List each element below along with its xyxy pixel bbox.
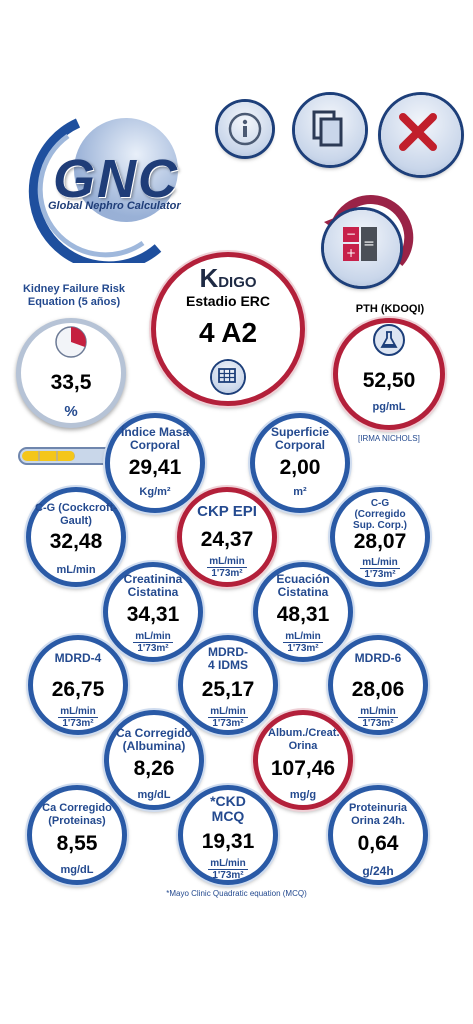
proteinuria-value: 0,64 [357,832,399,855]
cg-unit: mL/min [56,564,96,576]
gnc-logo: GNC Global Nephro Calculator [8,108,223,263]
ec-cist-value: 48,31 [276,603,330,626]
ca-prot-circle[interactable]: Ca Corregido (Proteinas) 8,55 mg/dL [27,785,127,885]
mdrd4-idms-circle[interactable]: MDRD-4 IDMS 25,17 mL/min 1'73m² [178,635,278,735]
mdrd4-idms-unit: mL/min 1'73m² [208,706,248,729]
svg-text:+: + [346,246,356,260]
kfre-label: Kidney Failure Risk Equation (5 años) [22,283,126,308]
ec-cist-title: Ecuación Cistatina [276,572,330,599]
superficie-circle[interactable]: Superficie Corporal 2,00 m² [250,413,350,513]
svg-text:=: = [363,236,375,252]
mdrd6-title: MDRD-6 [354,651,402,665]
mdrd6-value: 28,06 [351,678,405,701]
table-button[interactable] [212,361,244,393]
close-button[interactable] [381,95,461,175]
pth-note: [IRMA NICHOLS] [358,434,420,443]
mdrd6-unit: mL/min 1'73m² [358,706,398,729]
mdrd6-circle[interactable]: MDRD-6 28,06 mL/min 1'73m² [328,635,428,735]
cg-corr-circle[interactable]: C-G (Corregido Sup. Corp.) 28,07 mL/min 1… [330,487,430,587]
pth-circle[interactable]: 52,50 pg/mL [333,318,445,430]
globe-logo-icon [28,118,178,263]
info-icon [228,112,262,146]
cg-value: 32,48 [49,530,103,553]
imc-value: 29,41 [128,456,182,479]
imc-progress-fill [22,451,75,461]
alb-creat-value: 107,46 [270,757,336,780]
cg-corr-unit: mL/min 1'73m² [360,557,400,580]
kfre-circle[interactable]: 33,5 % [16,318,126,428]
imc-circle[interactable]: Índice Masa Corporal 29,41 Kg/m² [105,413,205,513]
svg-text:−: − [346,227,356,241]
ckp-value: 24,37 [200,528,254,551]
proteinuria-unit: g/24h [362,864,394,878]
mdrd4-idms-value: 25,17 [201,678,255,701]
ckd-mcq-title: *CKD MCQ [210,793,246,824]
pth-label: PTH (KDOQI) [355,303,425,315]
superficie-title: Superficie Corporal [270,425,330,452]
ca-prot-value: 8,55 [56,832,98,855]
creat-cist-unit: mL/min 1'73m² [133,631,173,654]
ca-prot-unit: mg/dL [60,864,94,876]
ca-alb-unit: mg/dL [137,789,171,801]
alb-creat-circle[interactable]: Album./Creat. Orina 107,46 mg/g [253,710,353,810]
copy-button[interactable] [295,95,365,165]
cg-corr-title: C-G (Corregido Sup. Corp.) [353,498,407,531]
table-icon [218,368,236,383]
calculator-button[interactable]: − + = [320,190,420,290]
kdigo-subtitle: Estadio ERC [185,293,270,309]
proteinuria-title: Proteinuria Orina 24h. [348,802,408,827]
ec-cist-circle[interactable]: Ecuación Cistatina 48,31 mL/min 1'73m² [253,562,353,662]
creat-cist-value: 34,31 [126,603,180,626]
imc-unit: Kg/m² [139,486,171,498]
ca-alb-circle[interactable]: Ca Corregido (Albumina) 8,26 mg/dL [104,710,204,810]
ckp-circle[interactable]: CKP EPI 24,37 mL/min 1'73m² [177,487,277,587]
kdigo-circle[interactable]: KDIGO Estadio ERC 4 A2 [151,252,305,406]
close-icon [399,113,437,151]
cg-corr-value: 28,07 [353,530,407,553]
mdrd4-unit: mL/min 1'73m² [58,706,98,729]
mdrd4-title: MDRD-4 [54,651,102,665]
kfre-unit: % [64,403,78,420]
logo-name: Global Nephro Calculator [48,200,181,212]
ckd-mcq-unit: mL/min 1'73m² [208,858,248,881]
alb-creat-title: Album./Creat. Orina [268,727,340,752]
ca-alb-title: Ca Corregido (Albumina) [115,726,192,753]
cg-title: C-G (Cockcroft-Gault) [35,502,117,527]
cg-circle[interactable]: C-G (Cockcroft-Gault) 32,48 mL/min [26,487,126,587]
flask-icon [373,324,405,356]
mdrd4-circle[interactable]: MDRD-4 26,75 mL/min 1'73m² [28,635,128,735]
pth-unit: pg/mL [372,401,406,413]
kfre-value: 33,5 [50,371,92,394]
superficie-value: 2,00 [279,456,321,479]
imc-title: Índice Masa Corporal [120,425,190,452]
ckp-title: CKP EPI [197,503,257,520]
mdrd4-idms-title: MDRD-4 IDMS [207,645,248,672]
copy-icon [312,110,343,147]
calculator-icon: − + = [343,227,377,261]
pth-value: 52,50 [362,369,416,392]
creat-cist-circle[interactable]: Creatinina Cistatina 34,31 mL/min 1'73m² [103,562,203,662]
alb-creat-unit: mg/g [289,789,317,801]
logo-acronym: GNC [53,149,179,209]
proteinuria-circle[interactable]: Proteinuria Orina 24h. 0,64 g/24h [328,785,428,885]
creat-cist-title: Creatinina Cistatina [123,572,183,599]
superficie-unit: m² [293,486,307,498]
ckp-unit: mL/min 1'73m² [207,556,247,579]
info-button[interactable] [218,102,272,156]
ca-alb-value: 8,26 [133,757,175,780]
kdigo-logo: KDIGO [199,263,257,293]
ckd-mcq-circle[interactable]: *CKD MCQ 19,31 mL/min 1'73m² [178,785,278,885]
mdrd4-value: 26,75 [51,678,105,701]
ckd-mcq-value: 19,31 [201,830,255,853]
kdigo-stage: 4 A2 [198,317,258,348]
risk-pie-icon [55,326,87,358]
imc-progress-bar [18,447,114,465]
footnote: *Mayo Clinic Quadratic equation (MCQ) [166,889,307,898]
ca-prot-title: Ca Corregido (Proteinas) [42,802,112,827]
ec-cist-unit: mL/min 1'73m² [283,631,323,654]
